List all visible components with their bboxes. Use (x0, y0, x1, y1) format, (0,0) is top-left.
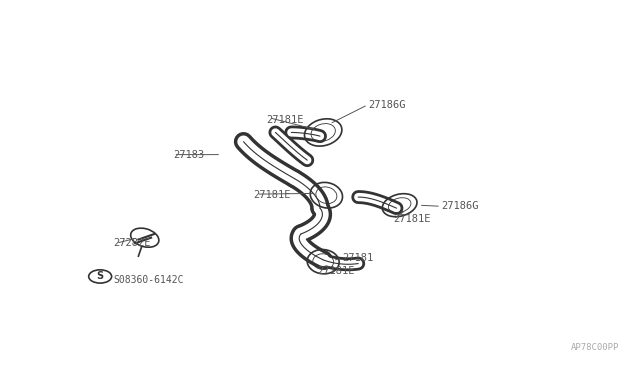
Text: 27181E: 27181E (394, 214, 431, 224)
Text: 27282E: 27282E (113, 238, 150, 248)
Text: 27181: 27181 (342, 253, 374, 263)
Text: 27181E: 27181E (317, 266, 355, 276)
Text: S: S (97, 272, 104, 282)
Text: 27181E: 27181E (266, 115, 303, 125)
Text: 27181E: 27181E (253, 190, 291, 200)
Text: 27186G: 27186G (368, 100, 405, 110)
Text: 27183: 27183 (173, 150, 205, 160)
Text: AP78C00PP: AP78C00PP (571, 343, 620, 352)
Text: 27186G: 27186G (441, 201, 479, 211)
Text: S08360-6142C: S08360-6142C (113, 275, 184, 285)
